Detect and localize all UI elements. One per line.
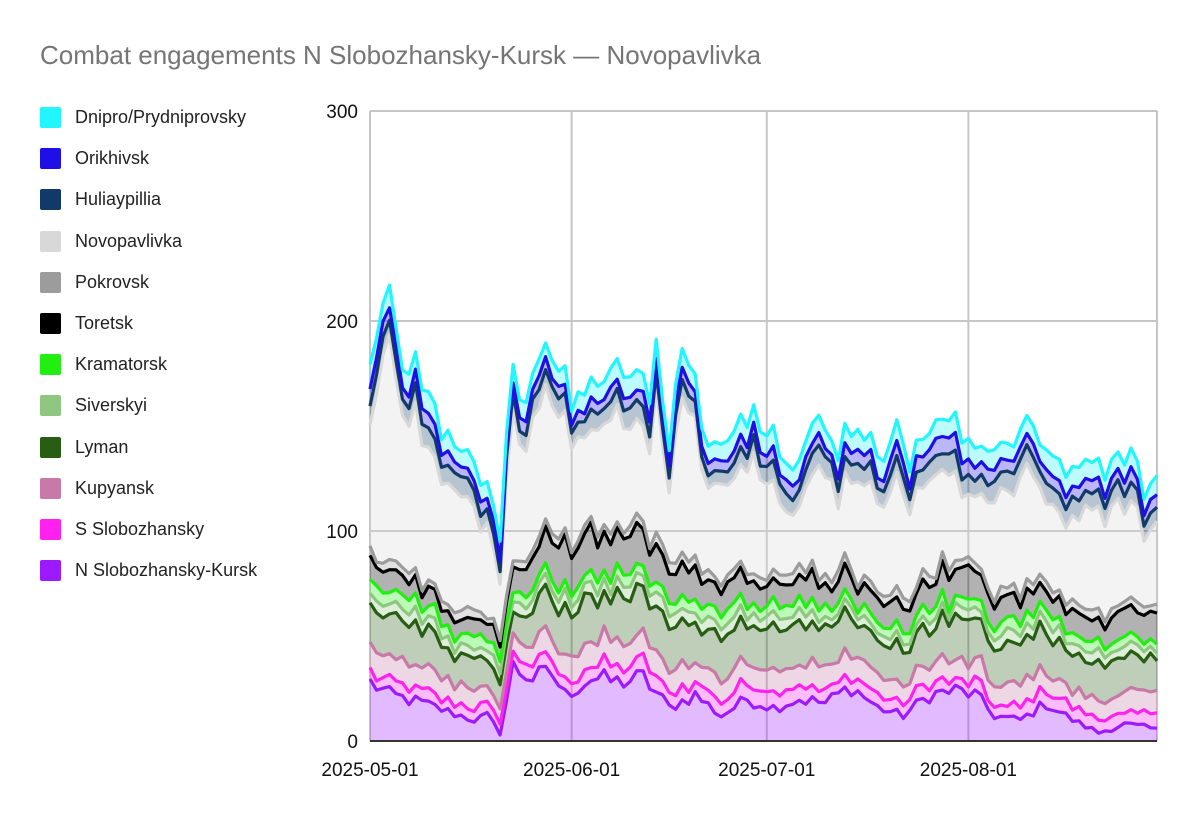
legend-label: S Slobozhansky (75, 518, 205, 539)
area-novopavlivka (370, 335, 1157, 641)
legend-item-kramatorsk: Kramatorsk (40, 344, 257, 385)
axes: 0 100 200 300 2025-05-01 2025-06-01 2025-07-01… (321, 102, 1157, 781)
gridlines (369, 110, 1158, 742)
chart-title: Combat engagements N Slobozhansky-Kursk … (40, 40, 762, 70)
legend-label: Kramatorsk (75, 354, 168, 375)
legend-item-kupyansk: Kupyansk (40, 468, 257, 509)
legend-label: Kupyansk (75, 477, 155, 498)
legend-label: Lyman (75, 436, 129, 457)
legend-label: N Slobozhansky-Kursk (75, 560, 258, 581)
area-toretsk (370, 522, 1157, 662)
legend-swatch (40, 395, 61, 417)
legend-item-huliaypillia: Huliaypillia (40, 179, 257, 220)
legend-item-orikhivsk: Orikhivsk (40, 138, 257, 179)
line-s-slobozhansky (368, 649, 1158, 726)
legend-swatch (40, 354, 61, 376)
legend-label: Novopavlivka (75, 230, 183, 251)
area-n-slobozhansky-kursk (370, 661, 1157, 741)
legend-item-toretsk: Toretsk (40, 303, 257, 344)
legend-swatch (40, 518, 61, 540)
legend-item-novopavlivka: Novopavlivka (40, 221, 257, 262)
legend-item-dnipro-prydniprovsky: Dnipro/Prydniprovsky (40, 97, 257, 138)
line-pokrovsk (368, 511, 1158, 643)
legend: Dnipro/Prydniprovsky Orikhivsk Huliaypilli… (40, 97, 257, 591)
area-s-slobozhansky (370, 651, 1157, 735)
legend-label: Toretsk (75, 313, 134, 334)
legend-swatch (40, 436, 61, 458)
area-lyman (370, 583, 1157, 709)
x-tick-label: 2025-07-01 (718, 760, 815, 781)
series-lines (368, 283, 1159, 737)
line-siverskyi (368, 570, 1159, 676)
line-kramatorsk (368, 561, 1159, 664)
legend-item-lyman: Lyman (40, 427, 257, 468)
legend-label: Orikhivsk (75, 148, 150, 169)
legend-label: Pokrovsk (75, 271, 150, 292)
legend-label: Dnipro/Prydniprovsky (75, 107, 247, 128)
legend-item-n-slobozhansky-kursk: N Slobozhansky-Kursk (40, 550, 257, 591)
x-tick-label: 2025-08-01 (920, 760, 1017, 781)
line-lyman (368, 581, 1159, 687)
legend-label: Siverskyi (75, 395, 148, 416)
legend-item-s-slobozhansky: S Slobozhansky (40, 509, 257, 550)
legend-label: Huliaypillia (75, 189, 162, 210)
y-tick-label: 300 (326, 102, 358, 123)
y-tick-label: 0 (347, 732, 358, 753)
line-kupyansk (368, 624, 1158, 711)
legend-swatch (40, 313, 61, 335)
legend-item-pokrovsk: Pokrovsk (40, 262, 257, 303)
y-tick-label: 200 (326, 312, 358, 333)
legend-swatch (40, 477, 61, 499)
legend-swatch (40, 189, 61, 211)
legend-swatch (40, 271, 61, 293)
x-tick-label: 2025-06-01 (523, 760, 620, 781)
y-tick-label: 100 (326, 522, 358, 543)
legend-swatch (40, 107, 61, 129)
line-n-slobozhansky-kursk (368, 659, 1158, 737)
x-tick-label: 2025-05-01 (321, 760, 418, 781)
line-dnipro-prydniprovsky (368, 283, 1159, 543)
area-kupyansk (370, 625, 1157, 725)
legend-swatch (40, 560, 61, 582)
legend-item-siverskyi: Siverskyi (40, 385, 257, 426)
legend-swatch (40, 148, 61, 170)
legend-swatch (40, 230, 61, 252)
